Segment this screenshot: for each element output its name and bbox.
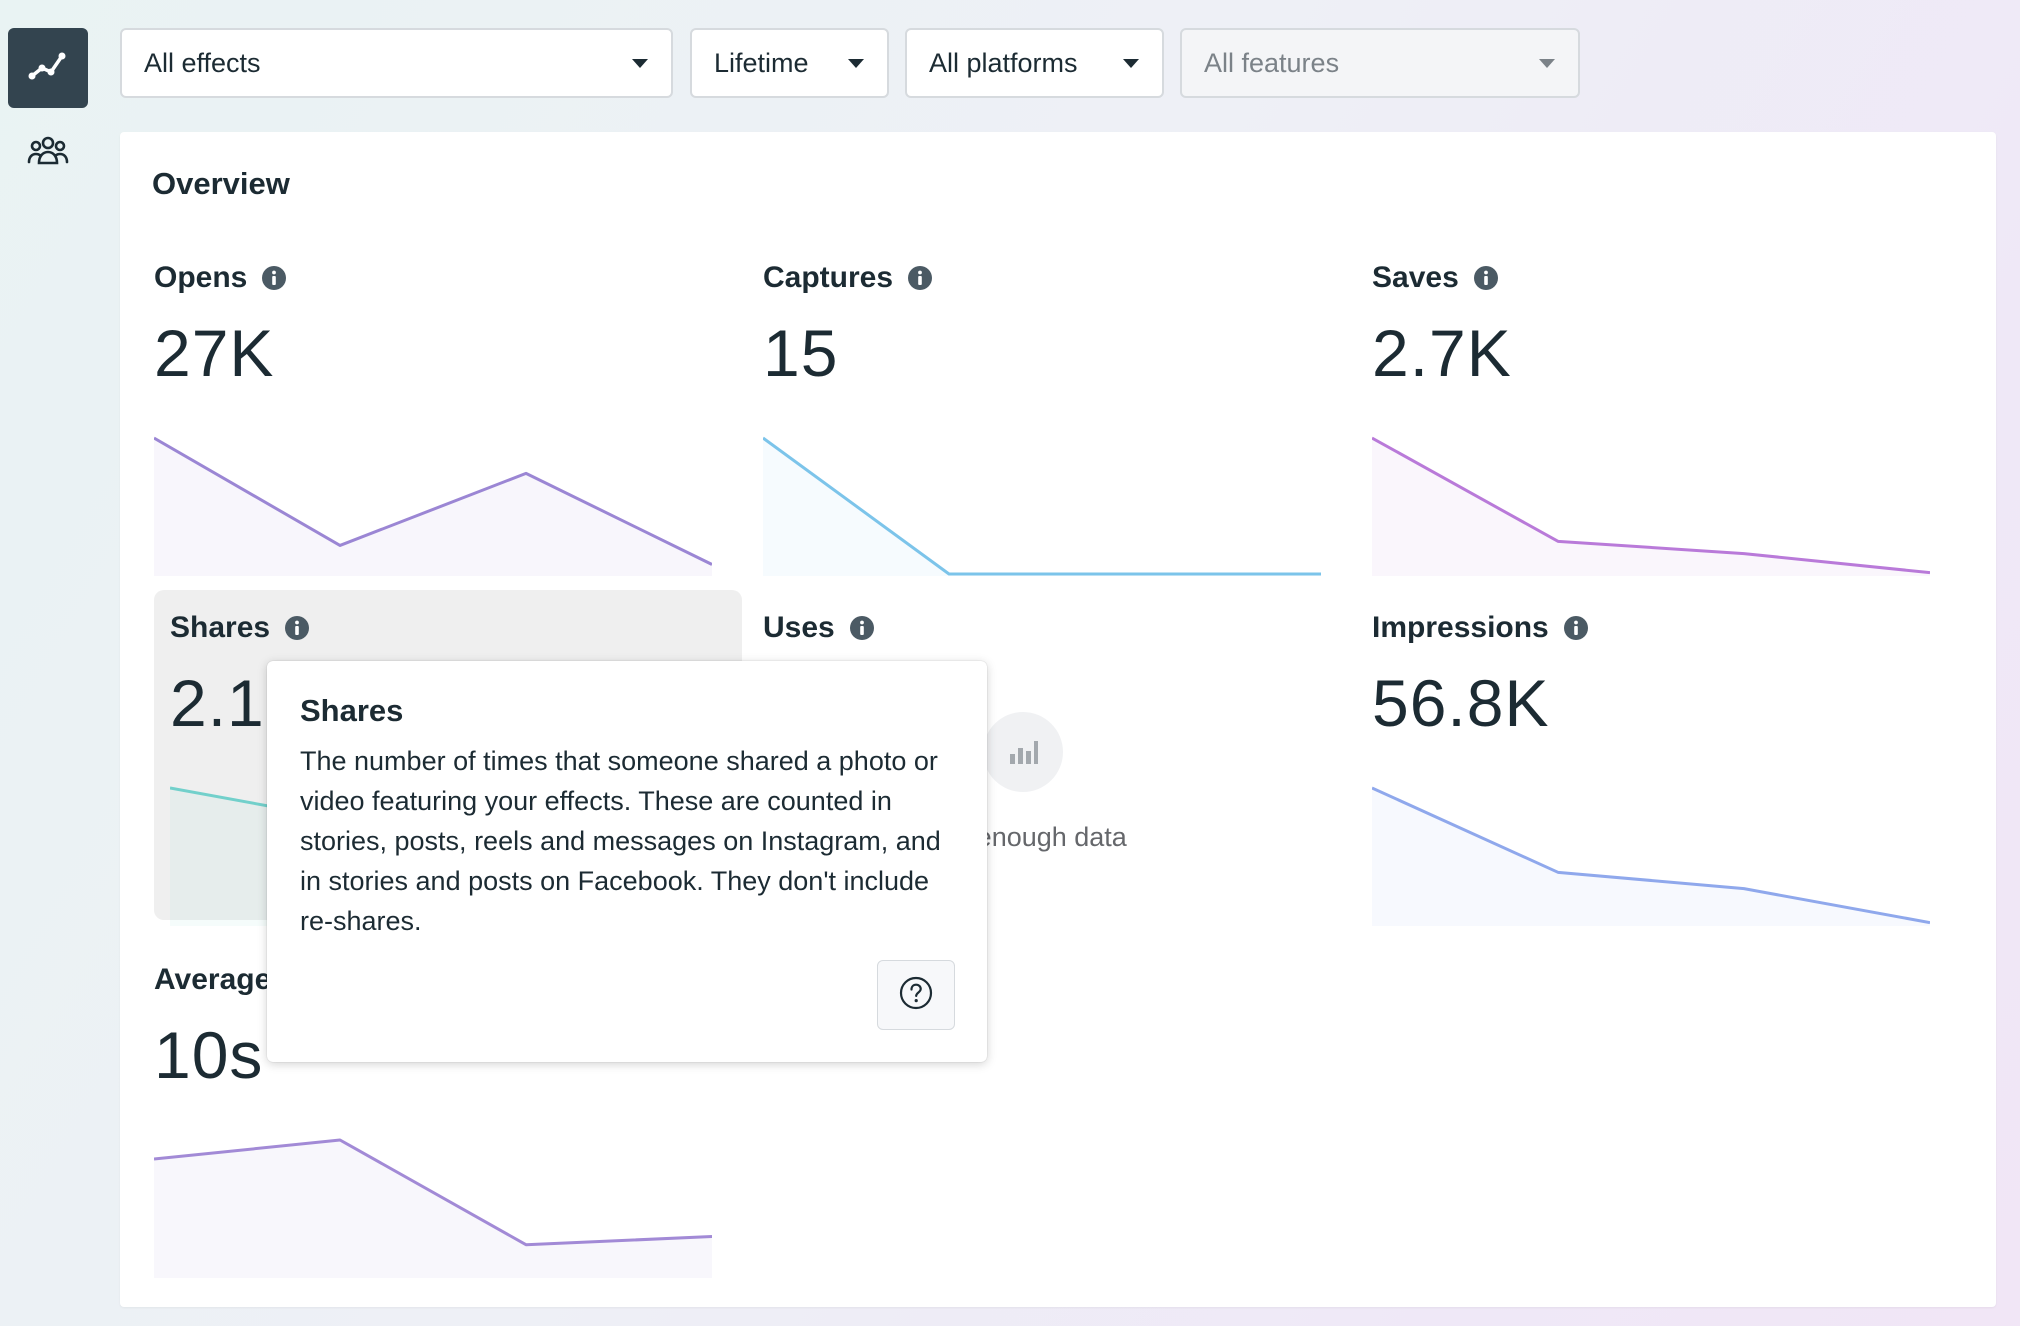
opens-sparkline-line — [154, 436, 712, 566]
captures-sparkline-area — [763, 438, 1321, 576]
insights-chart-icon — [28, 50, 68, 87]
opens-sparkline — [154, 436, 712, 576]
platforms-filter-dropdown[interactable]: All platforms — [905, 28, 1164, 98]
metric-value: 56.8K — [1372, 666, 1550, 740]
avg_duration-sparkline-line — [154, 1138, 712, 1247]
effects-filter-dropdown[interactable]: All effects — [120, 28, 673, 98]
effects-filter-value: All effects — [144, 47, 261, 78]
info-icon[interactable] — [907, 265, 933, 291]
impressions-sparkline-line — [1372, 786, 1930, 925]
info-icon[interactable] — [284, 615, 310, 641]
impressions-metric-card[interactable]: Impressions 56.8K — [1356, 590, 1944, 926]
caret-down-icon — [1122, 58, 1140, 69]
info-icon[interactable] — [261, 265, 287, 291]
nav-audience-button[interactable] — [8, 113, 88, 193]
opens-sparkline-area — [154, 438, 712, 576]
avg_duration-sparkline-area — [154, 1140, 712, 1278]
metric-label: Saves — [1372, 261, 1459, 294]
features-filter-value: All features — [1204, 47, 1340, 78]
platforms-filter-value: All platforms — [929, 47, 1078, 78]
metric-value: 15 — [763, 316, 839, 390]
saves-metric-card[interactable]: Saves 2.7K — [1356, 240, 1944, 576]
captures-metric-card[interactable]: Captures 15 — [747, 240, 1335, 576]
metric-label: Shares — [170, 611, 271, 644]
metric-label: Average — [154, 963, 272, 996]
shares-tooltip: Shares The number of times that someone … — [267, 661, 987, 1062]
bar-chart-icon — [983, 712, 1063, 792]
period-filter-value: Lifetime — [714, 47, 809, 78]
metric-label: Impressions — [1372, 611, 1549, 644]
audience-people-icon — [27, 134, 69, 173]
average-sparkline — [154, 1138, 712, 1278]
saves-sparkline-line — [1372, 436, 1930, 575]
tooltip-title: Shares — [300, 693, 404, 728]
metric-label: Uses — [763, 611, 835, 644]
info-icon[interactable] — [1473, 265, 1499, 291]
metric-label: Captures — [763, 261, 894, 294]
captures-sparkline-line — [763, 436, 1321, 576]
info-icon[interactable] — [849, 615, 875, 641]
panel-title: Overview — [152, 166, 290, 201]
caret-down-icon — [847, 58, 865, 69]
tooltip-body: The number of times that someone shared … — [300, 746, 941, 936]
opens-metric-card[interactable]: Opens 27K — [138, 240, 726, 576]
metric-label: Opens — [154, 261, 248, 294]
question-mark-icon — [899, 976, 933, 1015]
metric-value: 2.7K — [1372, 316, 1512, 390]
caret-down-icon — [631, 58, 649, 69]
period-filter-dropdown[interactable]: Lifetime — [690, 28, 889, 98]
features-filter-dropdown[interactable]: All features — [1180, 28, 1580, 98]
average-metric-card[interactable]: Average 10s — [138, 942, 726, 1278]
caret-down-icon — [1538, 58, 1556, 69]
nav-insights-button[interactable] — [8, 28, 88, 108]
saves-sparkline — [1372, 436, 1930, 576]
metric-value: 27K — [154, 316, 275, 390]
info-icon[interactable] — [1563, 615, 1589, 641]
saves-sparkline-area — [1372, 438, 1930, 576]
captures-sparkline — [763, 436, 1321, 576]
impressions-sparkline — [1372, 786, 1930, 926]
impressions-sparkline-area — [1372, 788, 1930, 926]
metric-value: 10s — [154, 1018, 264, 1092]
help-button[interactable] — [877, 960, 955, 1030]
